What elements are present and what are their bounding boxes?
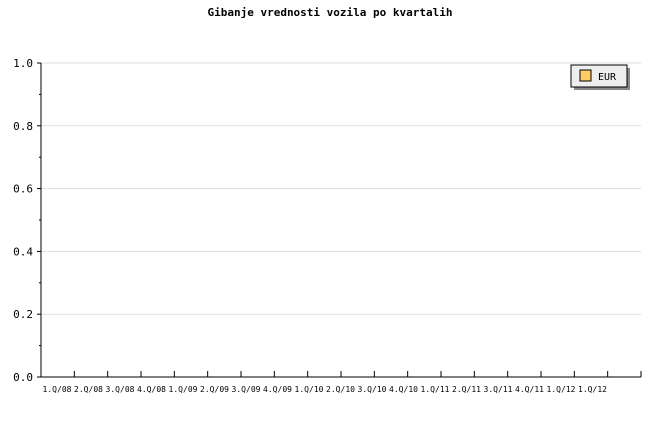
y-tick-label: 0.6 xyxy=(13,183,33,196)
x-tick-label: 1.Q/10 xyxy=(295,385,324,394)
legend: EUR xyxy=(570,64,630,90)
legend-swatch-eur xyxy=(579,69,592,82)
y-tick-label: 0.0 xyxy=(13,371,33,384)
x-tick-label: 3.Q/11 xyxy=(484,385,513,394)
y-tick-label: 0.8 xyxy=(13,120,33,133)
x-tick-label: 4.Q/11 xyxy=(515,385,544,394)
y-tick-label: 0.2 xyxy=(13,308,33,321)
x-tick-label: 1.Q/08 xyxy=(43,385,72,394)
x-tick-label: 2.Q/10 xyxy=(326,385,355,394)
x-tick-label: 3.Q/09 xyxy=(232,385,261,394)
chart-title: Gibanje vrednosti vozila po kvartalih xyxy=(207,6,452,19)
x-tick-label: 1.Q/09 xyxy=(169,385,198,394)
x-tick-label: 4.Q/08 xyxy=(137,385,166,394)
x-tick-label: 3.Q/10 xyxy=(358,385,387,394)
x-tick-label: 2.Q/08 xyxy=(74,385,103,394)
x-tick-label: 2.Q/09 xyxy=(200,385,229,394)
y-tick-label: 1.0 xyxy=(13,57,33,70)
x-tick-label: 2.Q/11 xyxy=(452,385,481,394)
x-tick-label: 3.Q/08 xyxy=(106,385,135,394)
y-tick-label: 0.4 xyxy=(13,245,33,258)
x-tick-label: 1.Q/11 xyxy=(421,385,450,394)
x-tick-label: 4.Q/09 xyxy=(263,385,292,394)
x-tick-label: 1.Q/12 xyxy=(547,385,576,394)
x-tick-label: 1.Q/12 xyxy=(578,385,607,394)
legend-label-eur: EUR xyxy=(598,72,617,83)
x-tick-label: 4.Q/10 xyxy=(389,385,418,394)
